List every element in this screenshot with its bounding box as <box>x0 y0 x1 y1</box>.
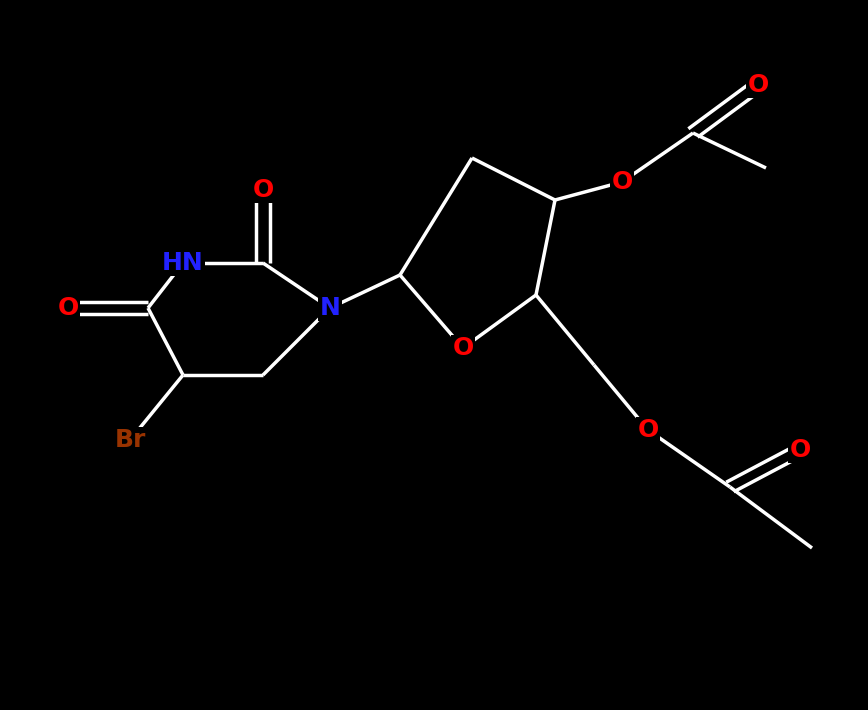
Text: O: O <box>57 296 79 320</box>
Text: Br: Br <box>115 428 146 452</box>
Text: N: N <box>319 296 340 320</box>
Text: O: O <box>253 178 273 202</box>
Text: O: O <box>747 73 769 97</box>
Text: O: O <box>452 336 474 360</box>
Text: HN: HN <box>162 251 204 275</box>
Text: O: O <box>637 418 659 442</box>
Text: O: O <box>789 438 811 462</box>
Text: O: O <box>611 170 633 194</box>
